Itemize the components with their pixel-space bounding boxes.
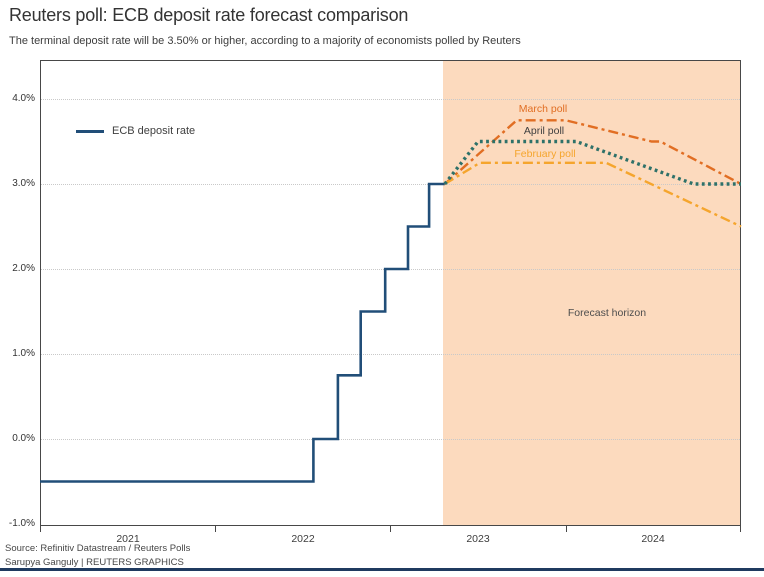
y-axis-label: 3.0% — [12, 178, 35, 189]
april-poll-label: April poll — [523, 125, 565, 137]
bottom-rule — [0, 568, 764, 571]
x-axis-tick — [215, 526, 216, 532]
x-axis-tick — [566, 526, 567, 532]
source-line: Source: Refinitiv Datastream / Reuters P… — [5, 543, 191, 554]
y-axis-label: 4.0% — [12, 93, 35, 104]
february-poll-label: February poll — [514, 148, 576, 160]
y-axis-label: 0.0% — [12, 433, 35, 444]
gridline-1pct — [41, 354, 740, 355]
x-axis-tick — [40, 526, 41, 532]
forecast-horizon-shade — [443, 61, 740, 525]
y-axis-label: 1.0% — [12, 348, 35, 359]
x-axis-label: 2023 — [466, 533, 490, 545]
credit-line: Sarupya Ganguly | REUTERS GRAPHICS — [5, 557, 184, 568]
march-poll-label: March poll — [518, 103, 568, 115]
page-title: Reuters poll: ECB deposit rate forecast … — [9, 5, 409, 25]
x-axis-tick — [740, 526, 741, 532]
gridline-4pct — [41, 99, 740, 100]
x-axis-tick — [390, 526, 391, 532]
x-axis-label: 2022 — [291, 533, 315, 545]
page-subtitle: The terminal deposit rate will be 3.50% … — [9, 35, 521, 47]
x-axis-label: 2024 — [641, 533, 665, 545]
legend-label: ECB deposit rate — [112, 125, 196, 137]
gridline-3pct — [41, 184, 740, 185]
gridline-0pct — [41, 439, 740, 440]
ecb-line-swatch-icon — [76, 129, 104, 133]
y-axis-label: -1.0% — [8, 518, 35, 529]
x-axis-label: 2021 — [116, 533, 140, 545]
gridline-2pct — [41, 269, 740, 270]
y-axis-label: 2.0% — [12, 263, 35, 274]
legend: ECB deposit rate — [76, 125, 195, 137]
forecast-horizon-label: Forecast horizon — [567, 307, 647, 319]
